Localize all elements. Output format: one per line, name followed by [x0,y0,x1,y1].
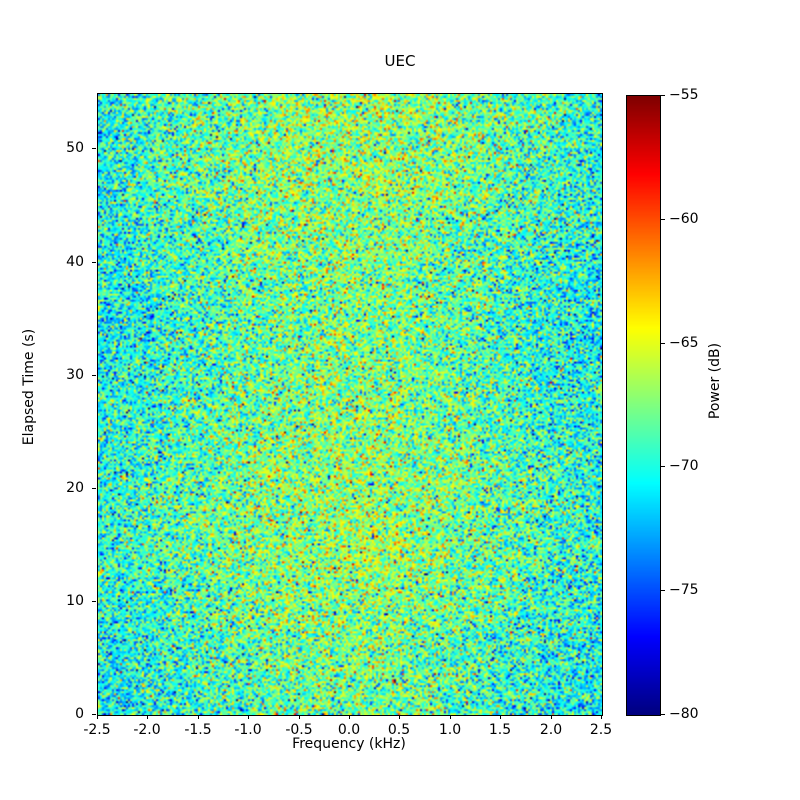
colorbar-gradient [627,96,660,715]
x-tick-label: -1.5 [184,722,212,738]
x-tick-mark [349,715,350,719]
y-axis-label: Elapsed Time (s) [21,328,37,446]
spectrogram-image[interactable] [98,94,602,715]
x-tick-mark [601,715,602,719]
x-tick-mark [551,715,552,719]
y-tick-mark [92,601,96,602]
x-tick-mark [299,715,300,719]
colorbar-tick-mark [661,343,665,344]
x-tick-label: 1.0 [438,722,462,738]
x-tick-label: -0.5 [285,722,313,738]
colorbar-tick-label: −75 [669,582,699,598]
x-tick-label: -2.5 [83,722,111,738]
colorbar-tick-label: −70 [669,458,699,474]
colorbar-tick-mark [661,590,665,591]
colorbar[interactable] [626,95,661,716]
colorbar-tick-mark [661,466,665,467]
x-tick-label: 0.5 [387,722,411,738]
colorbar-tick-label: −60 [669,211,699,227]
y-tick-label: 0 [75,706,84,722]
colorbar-tick-mark [661,219,665,220]
spectrogram-plot-area[interactable] [97,93,603,716]
x-tick-mark [399,715,400,719]
y-tick-mark [92,714,96,715]
x-tick-mark [450,715,451,719]
colorbar-tick-label: −80 [669,706,699,722]
y-tick-label: 20 [66,480,84,496]
colorbar-tick-mark [661,714,665,715]
title-line-station: UEC [384,52,416,70]
x-tick-mark [500,715,501,719]
y-tick-label: 40 [66,254,84,270]
x-tick-label: -2.0 [133,722,161,738]
x-tick-mark [198,715,199,719]
x-tick-mark [248,715,249,719]
y-tick-mark [92,148,96,149]
y-tick-mark [92,488,96,489]
x-tick-label: 2.5 [589,722,613,738]
colorbar-label: Power (dB) [707,342,723,420]
x-tick-label: 1.5 [488,722,512,738]
x-tick-label: 2.0 [539,722,563,738]
colorbar-tick-label: −55 [669,87,699,103]
y-tick-label: 30 [66,367,84,383]
y-tick-mark [92,262,96,263]
colorbar-tick-label: −65 [669,335,699,351]
y-tick-mark [92,375,96,376]
x-tick-mark [97,715,98,719]
colorbar-tick-mark [661,95,665,96]
x-tick-mark [147,715,148,719]
x-axis-label: Frequency (kHz) [292,736,406,752]
y-tick-label: 50 [66,140,84,156]
x-tick-label: -1.0 [234,722,262,738]
y-tick-label: 10 [66,593,84,609]
x-tick-label: 0.0 [337,722,361,738]
